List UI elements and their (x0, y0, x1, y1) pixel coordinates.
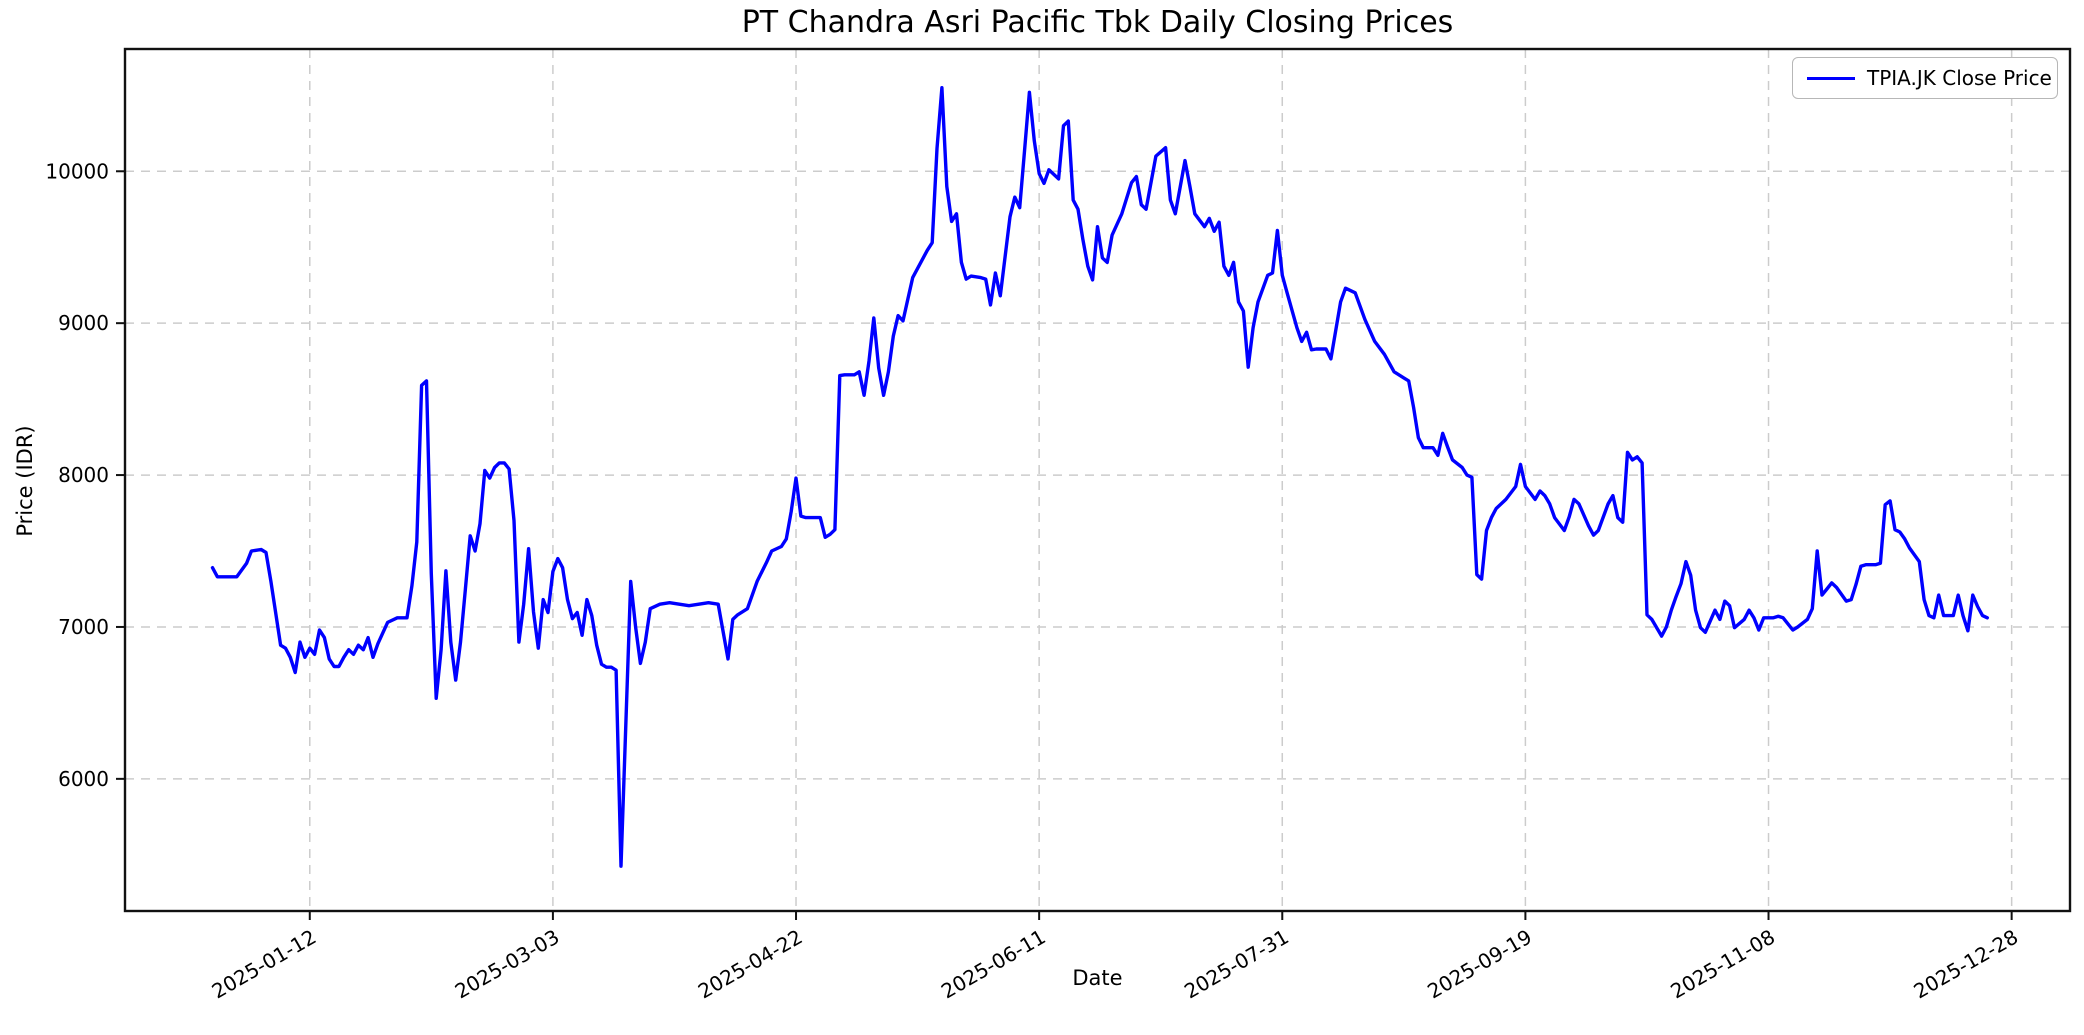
price-line (210, 85, 1990, 868)
x-tick-label: 2025-09-19 (1423, 925, 1536, 1004)
axes-spines (123, 47, 2072, 913)
x-tick-label: 2025-11-08 (1666, 925, 1779, 1004)
legend-line-swatch (1807, 76, 1855, 80)
x-tick-label: 2025-12-28 (1909, 925, 2022, 1004)
x-tick-label: 2025-03-03 (451, 925, 564, 1004)
y-tick-label: 8000 (58, 463, 109, 487)
x-tick-label: 2025-07-31 (1180, 925, 1293, 1004)
x-tick-label: 2025-01-12 (208, 925, 321, 1004)
y-tick-label: 10000 (45, 159, 109, 183)
x-tick-label: 2025-04-22 (694, 925, 807, 1004)
chart-title: PT Chandra Asri Pacific Tbk Daily Closin… (741, 5, 1454, 40)
legend-label: TPIA.JK Close Price (1867, 66, 2052, 90)
y-tick-label: 7000 (58, 615, 109, 639)
y-tick-label: 6000 (58, 767, 109, 791)
y-axis-label: Price (IDR) (13, 425, 37, 537)
y-tick-label: 9000 (58, 311, 109, 335)
legend: TPIA.JK Close Price (1792, 57, 2058, 99)
x-axis-label: Date (1072, 966, 1123, 990)
x-tick-label: 2025-06-11 (937, 925, 1050, 1004)
